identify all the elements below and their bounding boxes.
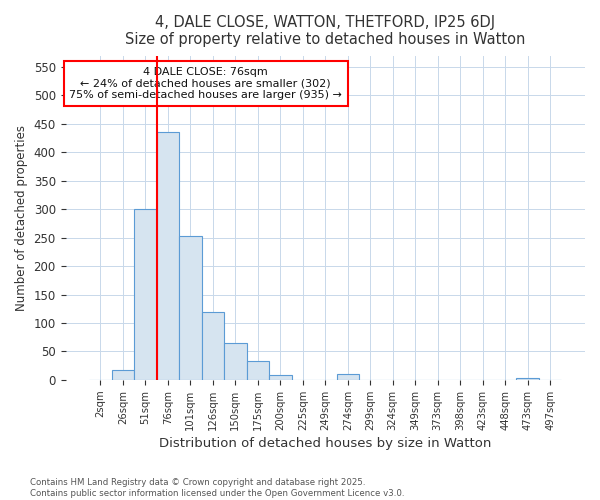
Text: Contains HM Land Registry data © Crown copyright and database right 2025.
Contai: Contains HM Land Registry data © Crown c…: [30, 478, 404, 498]
Bar: [134, 209, 157, 380]
Y-axis label: Number of detached properties: Number of detached properties: [15, 124, 28, 310]
Bar: [224, 343, 247, 380]
Bar: [202, 312, 224, 380]
Text: 4 DALE CLOSE: 76sqm
← 24% of detached houses are smaller (302)
75% of semi-detac: 4 DALE CLOSE: 76sqm ← 24% of detached ho…: [70, 67, 342, 100]
Bar: [517, 378, 539, 380]
Title: 4, DALE CLOSE, WATTON, THETFORD, IP25 6DJ
Size of property relative to detached : 4, DALE CLOSE, WATTON, THETFORD, IP25 6D…: [125, 15, 526, 48]
Bar: [269, 376, 292, 380]
Bar: [179, 236, 202, 380]
Bar: [247, 361, 269, 380]
Bar: [157, 132, 179, 380]
Bar: [337, 374, 359, 380]
X-axis label: Distribution of detached houses by size in Watton: Distribution of detached houses by size …: [159, 437, 491, 450]
Bar: [112, 370, 134, 380]
